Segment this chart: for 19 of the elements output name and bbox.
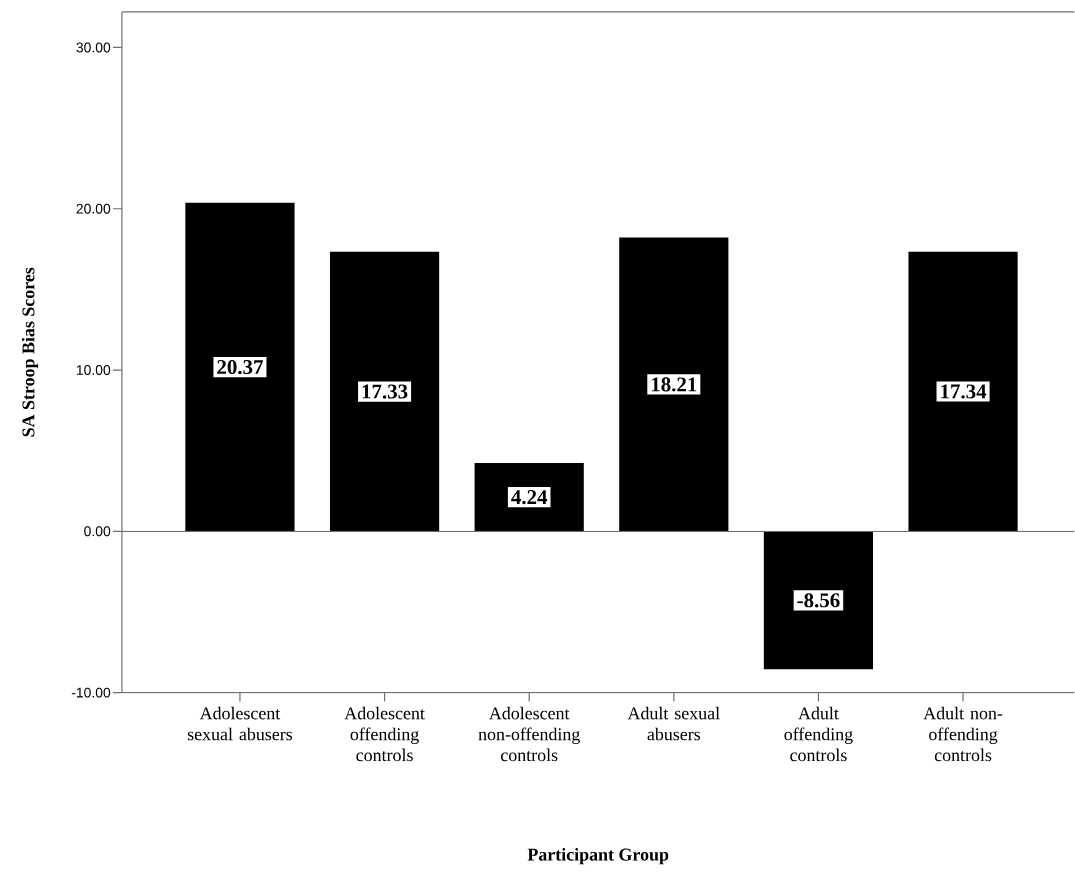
x-tick-label: Adult offending controls [784,707,853,762]
y-tick-label: 30.00 [76,42,111,53]
x-tick-label: Adolescent non-offending controls [478,707,580,762]
data-label: 20.37 [217,360,263,375]
data-label: 17.34 [941,384,987,399]
x-tick-label: Adolescent sexual abusers [187,707,293,741]
y-axis-title: SA Stroop Bias Scores [21,267,39,437]
data-label: 17.33 [362,384,408,399]
x-tick-label: Adult sexual abusers [627,707,720,741]
data-label: -8.56 [797,593,840,608]
y-tick-label: -10.00 [71,687,111,698]
data-label: 18.21 [651,377,697,392]
y-tick-label: 10.00 [76,365,111,376]
x-tick-label: Adolescent offending controls [344,707,425,762]
x-tick-label: Adult non-offending controls [923,707,1003,762]
y-tick-label: 20.00 [76,204,111,214]
data-label: 4.24 [511,490,548,505]
y-tick-label: 0.00 [84,526,111,537]
x-axis-title: Participant Group [527,848,669,865]
